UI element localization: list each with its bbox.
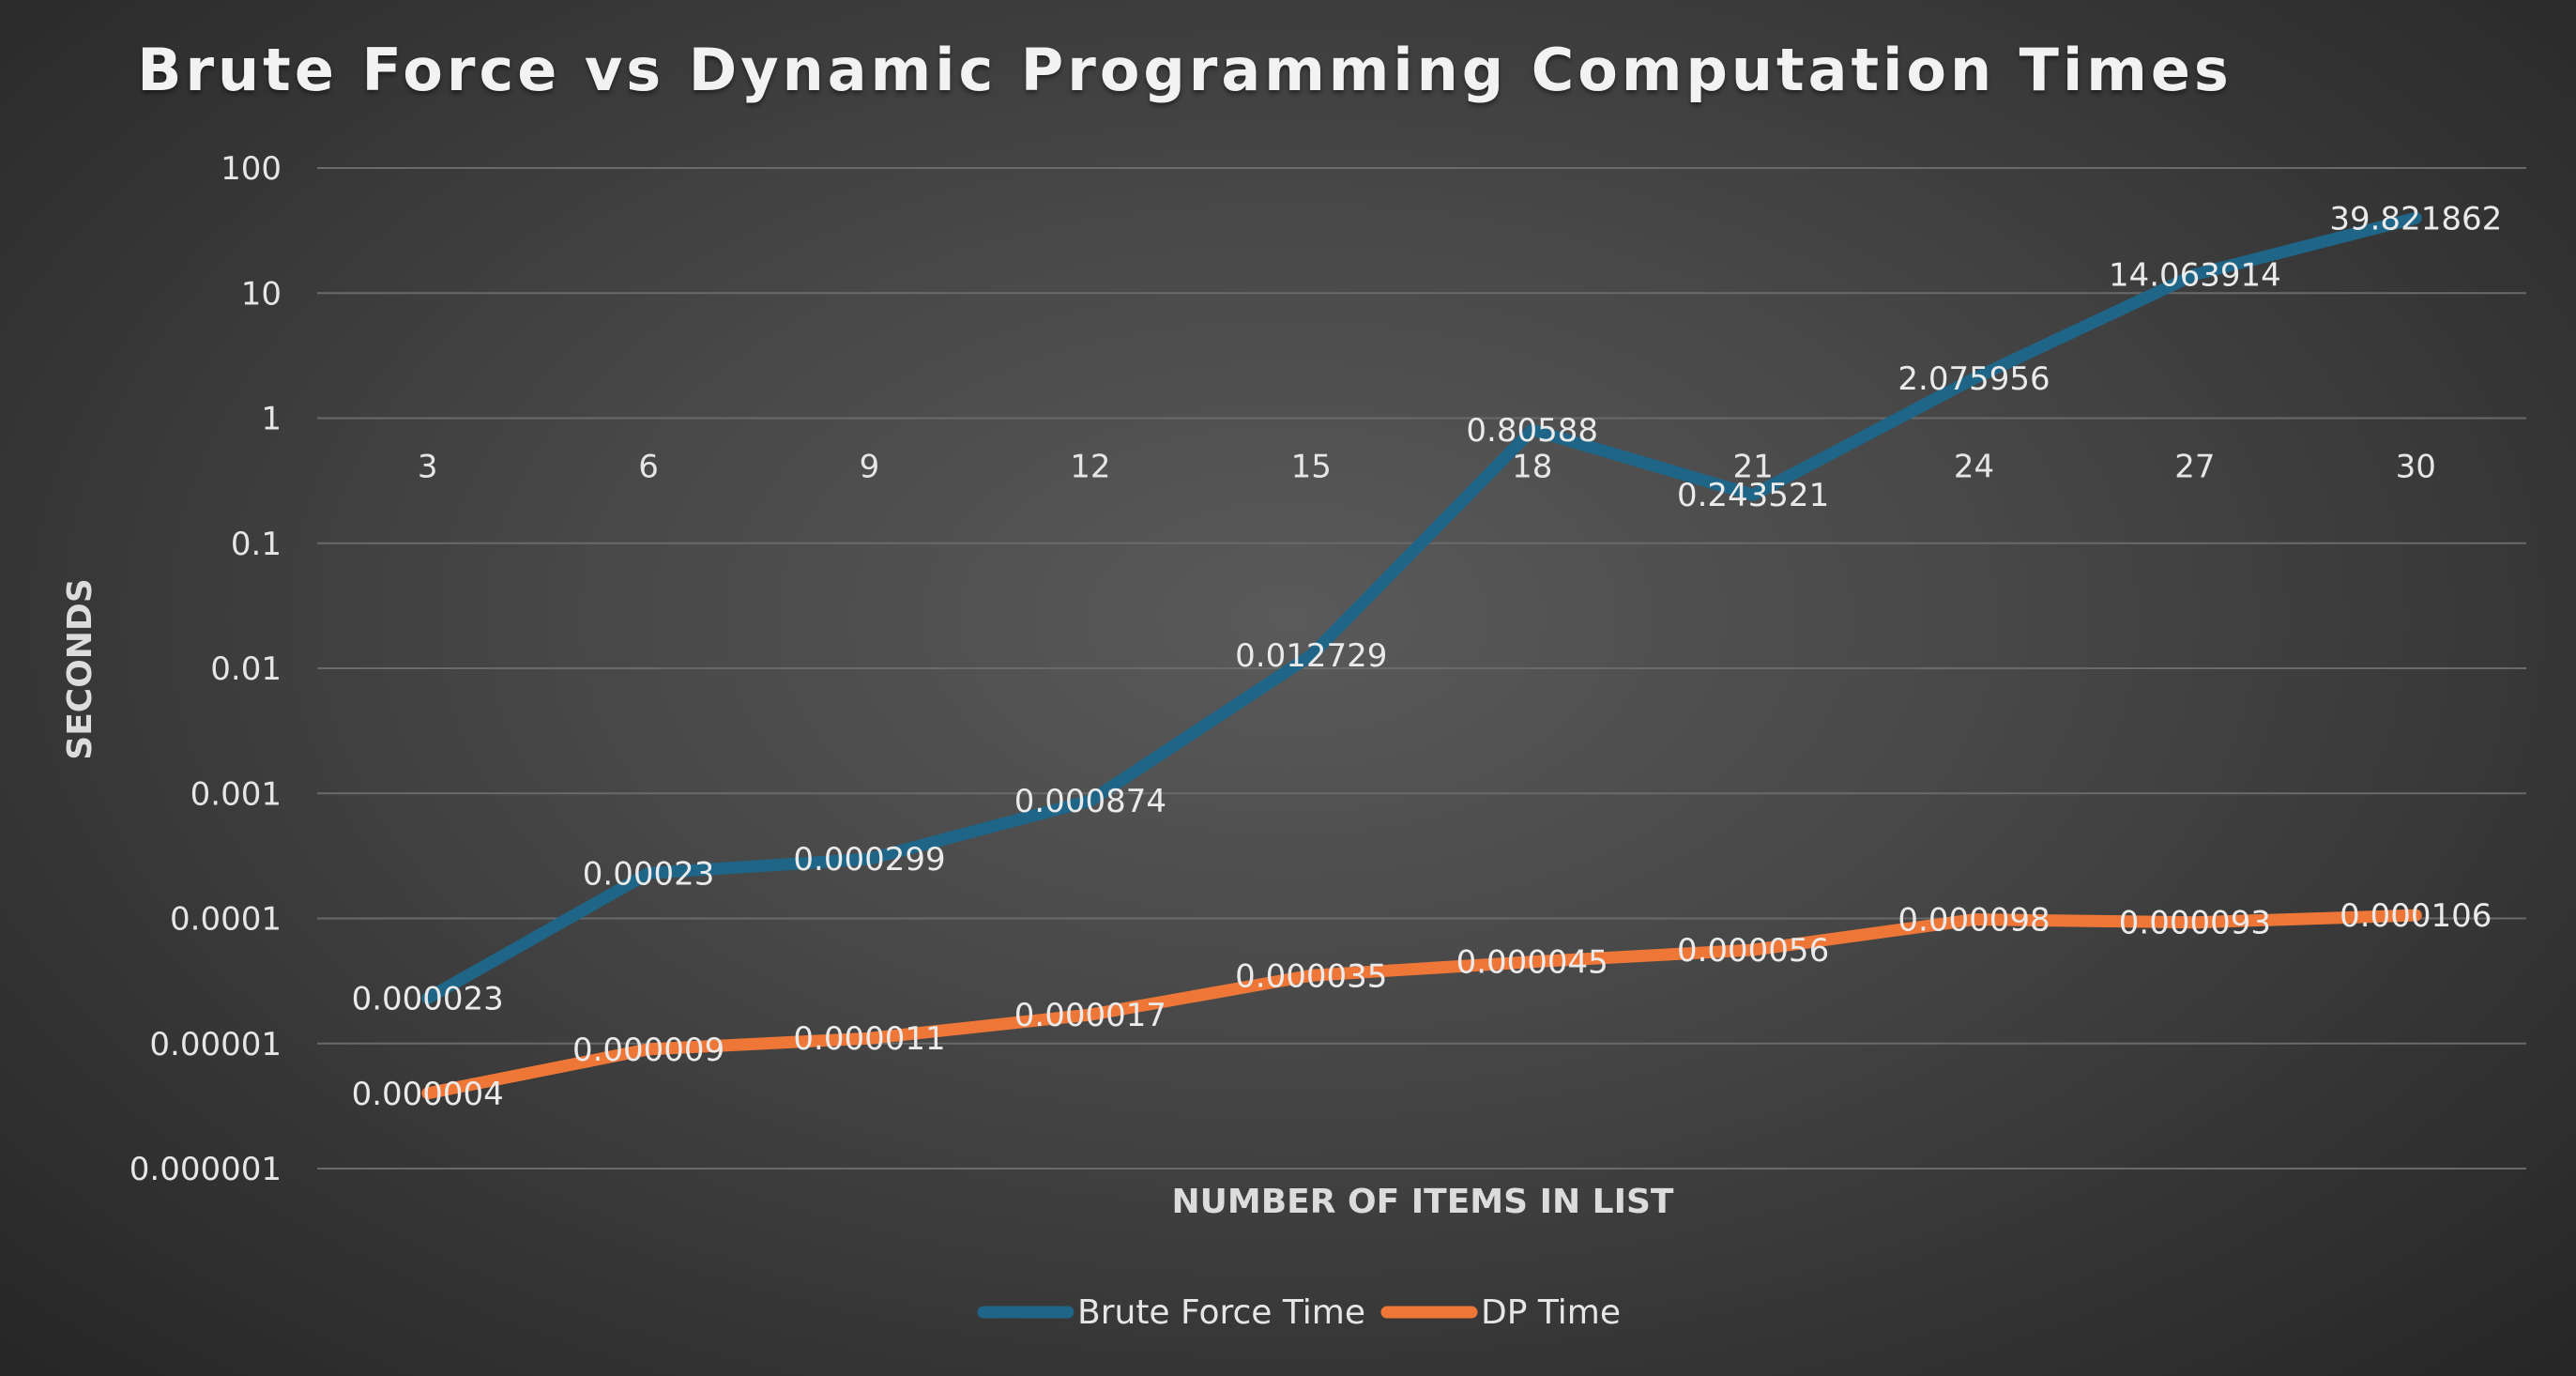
data-labels: 0.000004 0.000009 0.000011 0.000017 0.000035… (352, 897, 2492, 1113)
data-point (1973, 918, 1975, 921)
data-point (2415, 217, 2417, 220)
x-tick-label: 9 (860, 449, 880, 486)
data-point (868, 1037, 871, 1040)
data-label: 39.821862 (2329, 200, 2502, 237)
y-tick-label: 100 (221, 150, 282, 188)
chart-title: Brute Force vs Dynamic Programming Compu… (137, 36, 2233, 104)
x-tick-label: 12 (1070, 449, 1110, 486)
data-point (426, 997, 429, 1000)
x-tick-label: 18 (1512, 449, 1552, 486)
data-point (1752, 494, 1755, 497)
data-label: 0.000004 (352, 1076, 504, 1113)
data-label: 14.063914 (2109, 257, 2281, 295)
legend-item: Brute Force Time (977, 1293, 1365, 1332)
data-point (2193, 921, 2196, 924)
x-tick-label: 6 (638, 449, 659, 486)
data-label: 0.000023 (352, 981, 504, 1018)
legend-label: DP Time (1481, 1293, 1621, 1332)
data-label: 0.000035 (1235, 957, 1387, 995)
series-line (421, 909, 2422, 1100)
x-tick-label: 30 (2396, 449, 2436, 486)
legend-label: Brute Force Time (1077, 1293, 1365, 1332)
data-label: 0.000056 (1677, 932, 1829, 970)
data-point (868, 858, 871, 861)
data-label: 0.000009 (572, 1032, 724, 1069)
data-label: 0.243521 (1677, 477, 1829, 514)
series-dp (421, 909, 2422, 1100)
x-tick-label: 21 (1732, 449, 1773, 486)
y-tick-label: 10 (241, 275, 282, 313)
y-tick-label: 0.01 (210, 650, 282, 688)
data-label: 0.012729 (1235, 637, 1387, 675)
data-point (1310, 974, 1313, 977)
data-label: 0.000093 (2119, 905, 2271, 942)
data-point (648, 872, 650, 875)
y-tick-label: 0.00001 (149, 1026, 282, 1063)
data-point (2193, 273, 2196, 276)
x-tick-label: 3 (418, 449, 438, 486)
y-tick-label: 0.1 (231, 526, 282, 563)
data-label: 0.80588 (1466, 412, 1598, 450)
series-brute-force (421, 211, 2422, 1005)
data-label: 0.000299 (793, 841, 945, 879)
data-label: 0.000011 (793, 1020, 945, 1058)
x-axis-title: NUMBER OF ITEMS IN LIST (1172, 1183, 1674, 1221)
data-point (1973, 377, 1975, 380)
gridlines (317, 167, 2526, 1170)
legend: Brute Force Time DP Time (977, 1293, 1621, 1332)
data-point (1089, 800, 1091, 803)
x-tick-label: 27 (2174, 449, 2215, 486)
data-point (2415, 914, 2417, 917)
y-tick-label: 1 (261, 401, 282, 438)
legend-item: DP Time (1380, 1293, 1621, 1332)
data-point (1531, 960, 1533, 963)
x-tick-label: 15 (1291, 449, 1332, 486)
series-line (421, 211, 2422, 1005)
y-tick-label: 0.0001 (170, 901, 282, 939)
data-point (648, 1047, 650, 1050)
data-point (1752, 949, 1755, 952)
data-label: 0.000017 (1014, 997, 1166, 1034)
y-tick-label: 0.000001 (130, 1151, 282, 1188)
x-axis-ticks: 3 6 9 12 15 18 21 24 27 30 (418, 449, 2436, 486)
data-point (1089, 1014, 1091, 1017)
y-tick-label: 0.001 (191, 775, 282, 813)
data-label: 0.000106 (2340, 897, 2492, 935)
x-tick-label: 24 (1954, 449, 1994, 486)
data-labels: 0.000023 0.00023 0.000299 0.000874 0.012729 0… (352, 200, 2503, 1017)
data-point (426, 1092, 429, 1094)
data-label: 0.000045 (1456, 944, 1608, 982)
data-label: 0.000874 (1014, 783, 1166, 820)
y-axis-title: SECONDS (61, 578, 99, 759)
data-label: 0.000098 (1898, 902, 2050, 940)
data-label: 0.00023 (583, 855, 715, 893)
data-point (1310, 654, 1313, 657)
data-label: 2.075956 (1898, 360, 2050, 398)
data-point (1531, 428, 1533, 431)
y-axis-ticks: 100 10 1 0.1 0.01 0.001 0.0001 0.00001 0.000001 (130, 150, 282, 1188)
